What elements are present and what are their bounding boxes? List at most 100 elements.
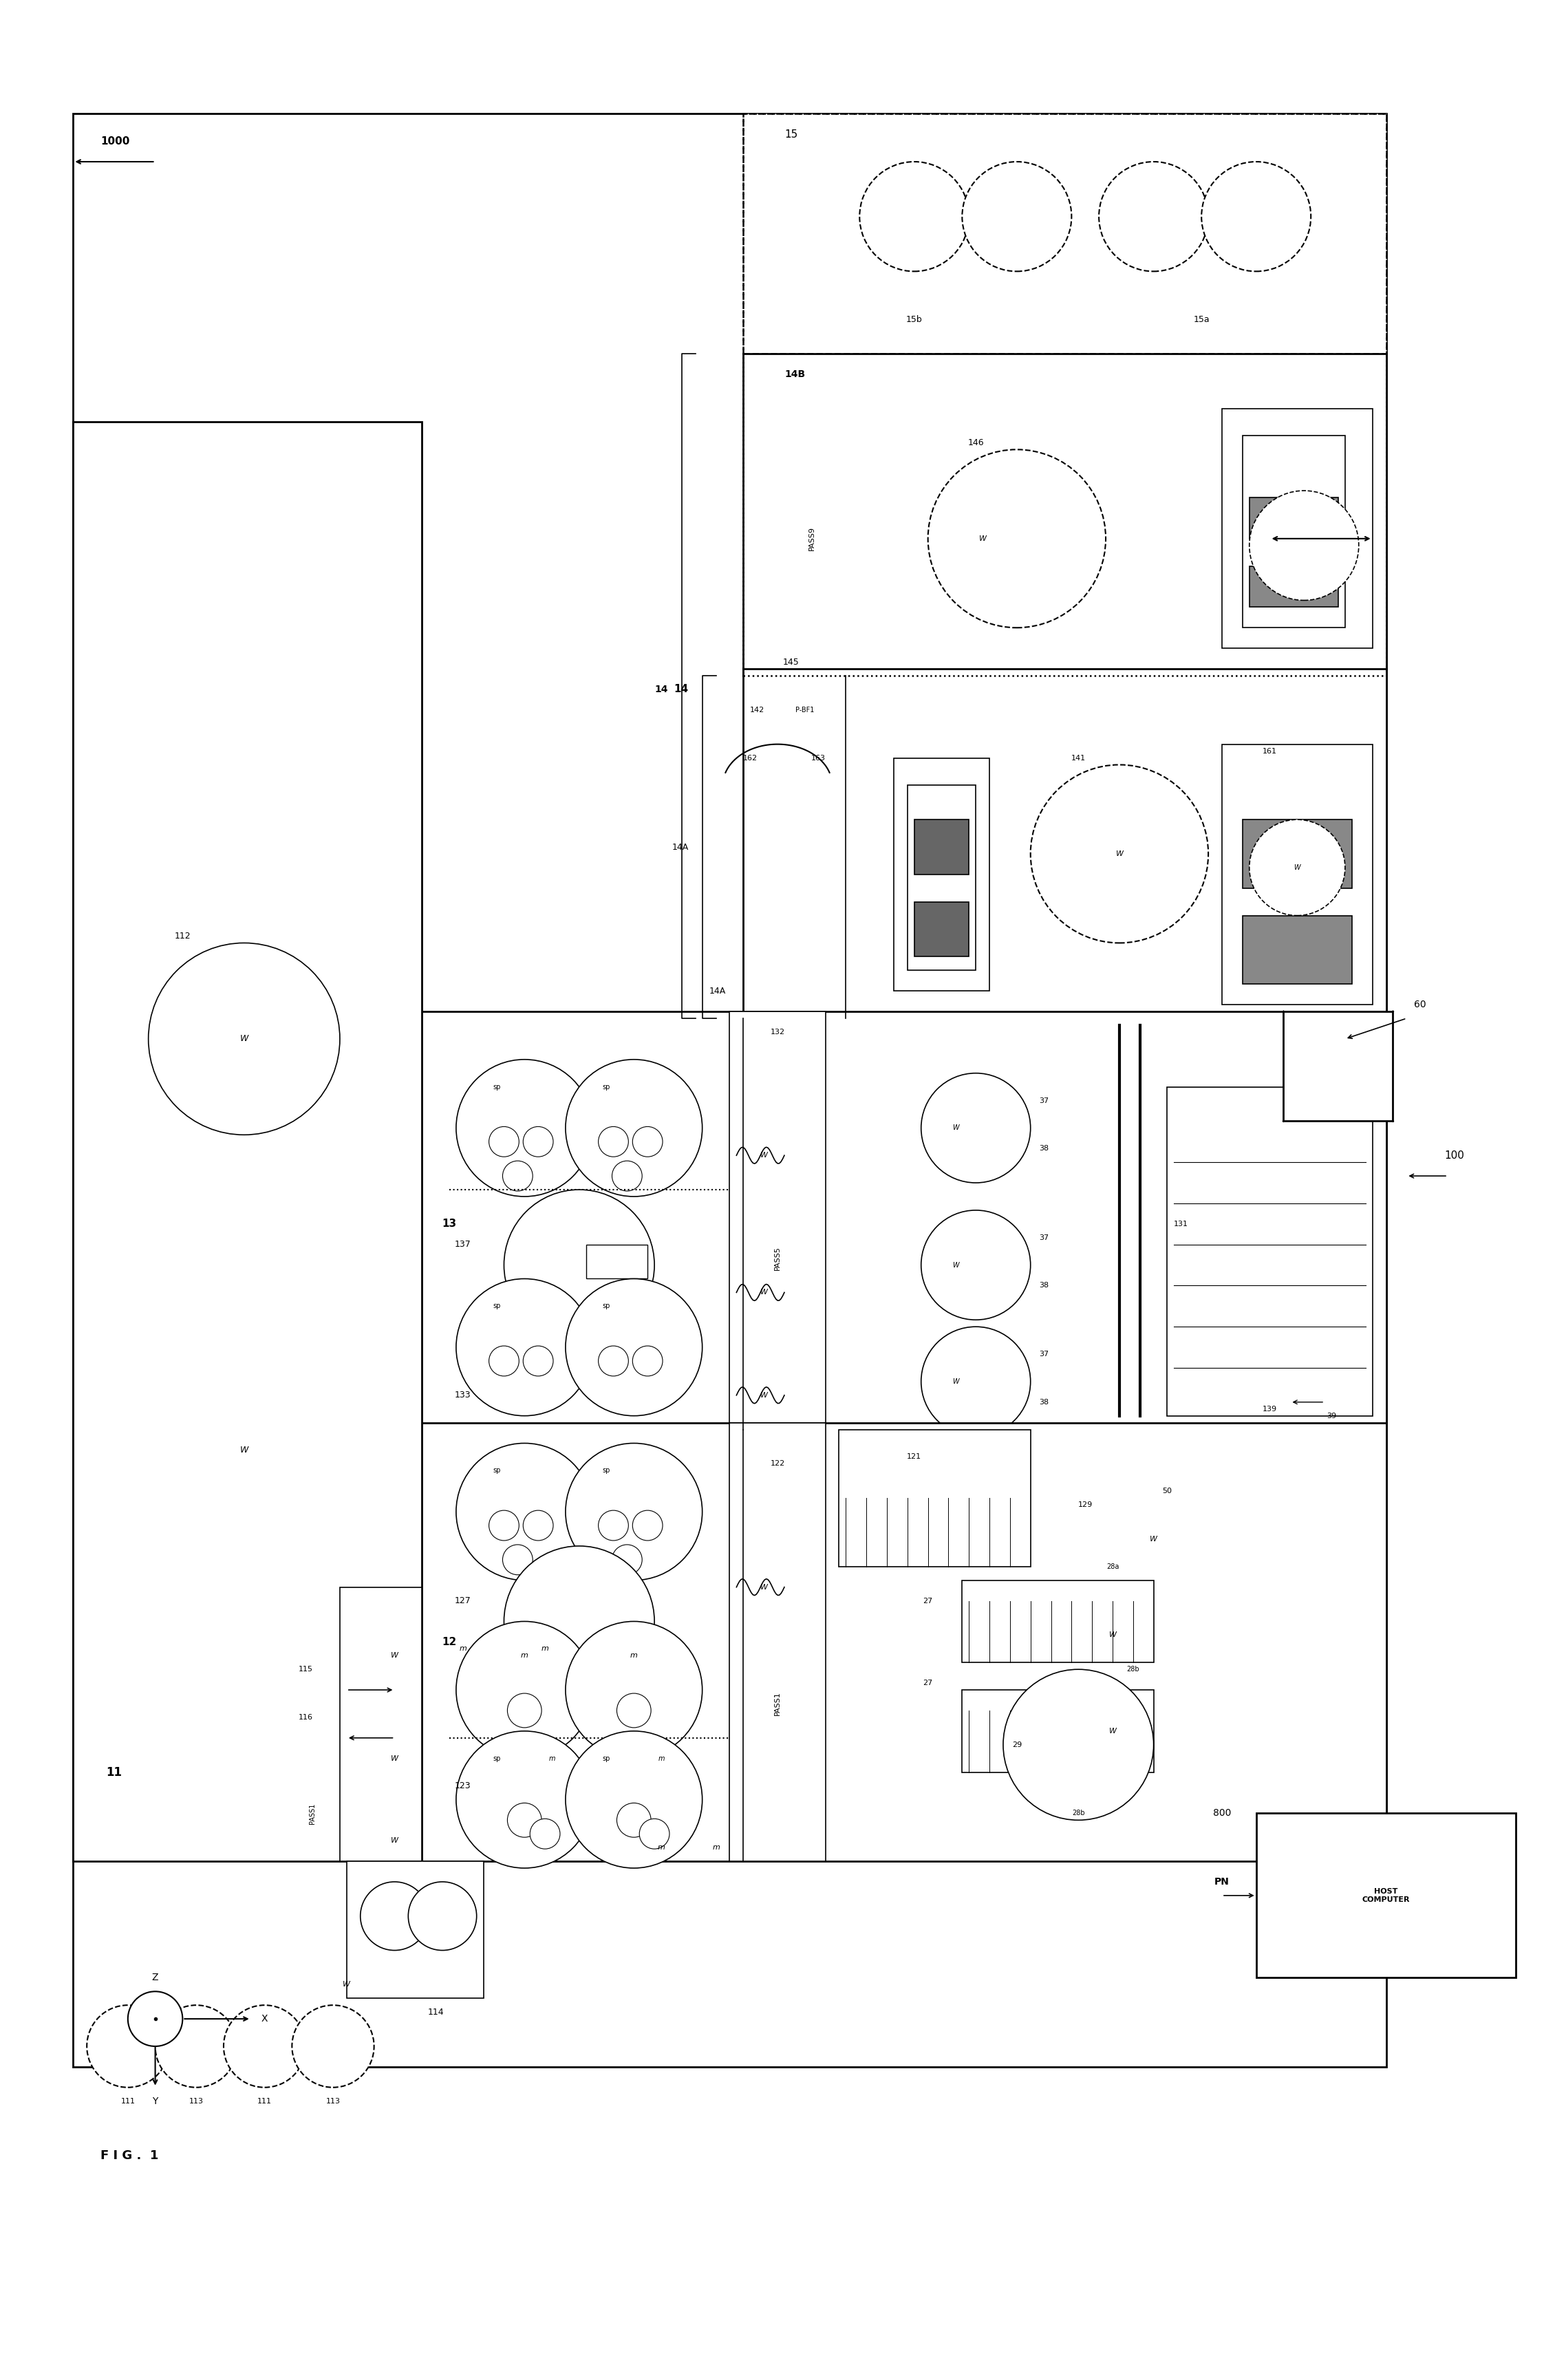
Bar: [1249, 497, 1339, 538]
Circle shape: [921, 1073, 1031, 1183]
Text: 14: 14: [655, 685, 669, 695]
Circle shape: [599, 1511, 628, 1540]
Text: 114: 114: [428, 2009, 443, 2016]
Text: m: m: [521, 1652, 529, 1659]
Circle shape: [507, 1804, 541, 1837]
Text: 139: 139: [1263, 1407, 1277, 1411]
Text: 111: 111: [121, 2097, 135, 2104]
Bar: [73, 421, 421, 1861]
Text: m: m: [630, 1652, 638, 1659]
Bar: [743, 355, 1386, 676]
Text: m: m: [658, 1754, 664, 1761]
Circle shape: [566, 1730, 703, 1868]
Text: 132: 132: [770, 1028, 785, 1035]
Text: 1000: 1000: [101, 136, 129, 145]
Bar: [1242, 436, 1345, 628]
Text: W: W: [390, 1837, 398, 1844]
Text: 60: 60: [1413, 1000, 1426, 1009]
Text: W: W: [952, 1261, 958, 1269]
Text: 141: 141: [1071, 754, 1085, 762]
Circle shape: [617, 1804, 652, 1837]
Text: 27: 27: [924, 1680, 933, 1687]
Circle shape: [456, 1730, 592, 1868]
Bar: [729, 1423, 826, 1861]
Circle shape: [507, 1692, 541, 1728]
Bar: [963, 1690, 1154, 1773]
Text: 27: 27: [924, 1597, 933, 1604]
Text: sp: sp: [493, 1466, 501, 1473]
Text: m: m: [459, 1645, 466, 1652]
Circle shape: [504, 1190, 655, 1340]
Text: 37: 37: [1039, 1352, 1050, 1357]
Text: 14: 14: [673, 683, 689, 695]
Circle shape: [456, 1059, 592, 1197]
Text: 29: 29: [1012, 1742, 1022, 1749]
Bar: [1283, 1012, 1393, 1121]
Circle shape: [633, 1126, 662, 1157]
Text: PN: PN: [1214, 1878, 1230, 1887]
Text: 122: 122: [770, 1461, 785, 1466]
Text: 111: 111: [258, 2097, 272, 2104]
Text: PASS1: PASS1: [774, 1692, 781, 1716]
Circle shape: [1003, 1668, 1154, 1821]
Circle shape: [502, 1161, 533, 1190]
Circle shape: [860, 162, 969, 271]
Text: 800: 800: [1213, 1809, 1232, 1818]
Text: PASS1: PASS1: [309, 1802, 316, 1823]
Bar: [1242, 916, 1351, 983]
Circle shape: [613, 1545, 642, 1576]
Text: W: W: [1294, 864, 1300, 871]
Bar: [743, 669, 1386, 1019]
Text: 14A: 14A: [672, 843, 689, 852]
Text: 161: 161: [1263, 747, 1277, 754]
Text: m: m: [541, 1645, 549, 1652]
Text: 163: 163: [812, 754, 826, 762]
Bar: [1222, 745, 1373, 1004]
Text: 38: 38: [1039, 1283, 1050, 1290]
Text: W: W: [239, 1445, 249, 1454]
Text: sp: sp: [603, 1302, 611, 1309]
Text: m: m: [549, 1754, 555, 1761]
Text: W: W: [1109, 1728, 1116, 1735]
Bar: [73, 114, 1386, 2066]
Text: Z: Z: [152, 1973, 159, 1983]
Circle shape: [613, 1161, 642, 1190]
Bar: [743, 114, 1386, 676]
Circle shape: [639, 1818, 670, 1849]
Text: 123: 123: [454, 1780, 471, 1790]
Text: 146: 146: [967, 438, 984, 447]
Circle shape: [1202, 162, 1311, 271]
Circle shape: [409, 1883, 477, 1949]
Circle shape: [633, 1511, 662, 1540]
Text: 133: 133: [454, 1390, 471, 1399]
Text: 113: 113: [190, 2097, 204, 2104]
Text: 15b: 15b: [907, 314, 922, 324]
Text: W: W: [239, 1035, 249, 1042]
Text: F I G .  1: F I G . 1: [101, 2149, 159, 2161]
Text: 121: 121: [907, 1454, 922, 1461]
Text: P-BF1: P-BF1: [796, 707, 815, 714]
Circle shape: [566, 1059, 703, 1197]
Bar: [586, 1245, 647, 1278]
Text: W: W: [1109, 1633, 1116, 1637]
Text: 38: 38: [1039, 1399, 1050, 1407]
Circle shape: [928, 450, 1106, 628]
Text: 112: 112: [174, 931, 191, 940]
Text: W: W: [760, 1152, 768, 1159]
Text: 142: 142: [750, 707, 765, 714]
Text: 116: 116: [299, 1714, 313, 1721]
Text: 162: 162: [743, 754, 757, 762]
Text: 113: 113: [327, 2097, 341, 2104]
Text: W: W: [760, 1290, 768, 1295]
Circle shape: [87, 2006, 169, 2087]
Circle shape: [566, 1278, 703, 1416]
Text: 131: 131: [1174, 1221, 1188, 1228]
Text: sp: sp: [603, 1754, 611, 1761]
Circle shape: [361, 1883, 429, 1949]
Text: 145: 145: [784, 657, 799, 666]
Text: W: W: [978, 536, 986, 543]
Bar: [1222, 409, 1373, 647]
Bar: [415, 1423, 1386, 1861]
Circle shape: [1249, 819, 1345, 916]
Circle shape: [292, 2006, 375, 2087]
